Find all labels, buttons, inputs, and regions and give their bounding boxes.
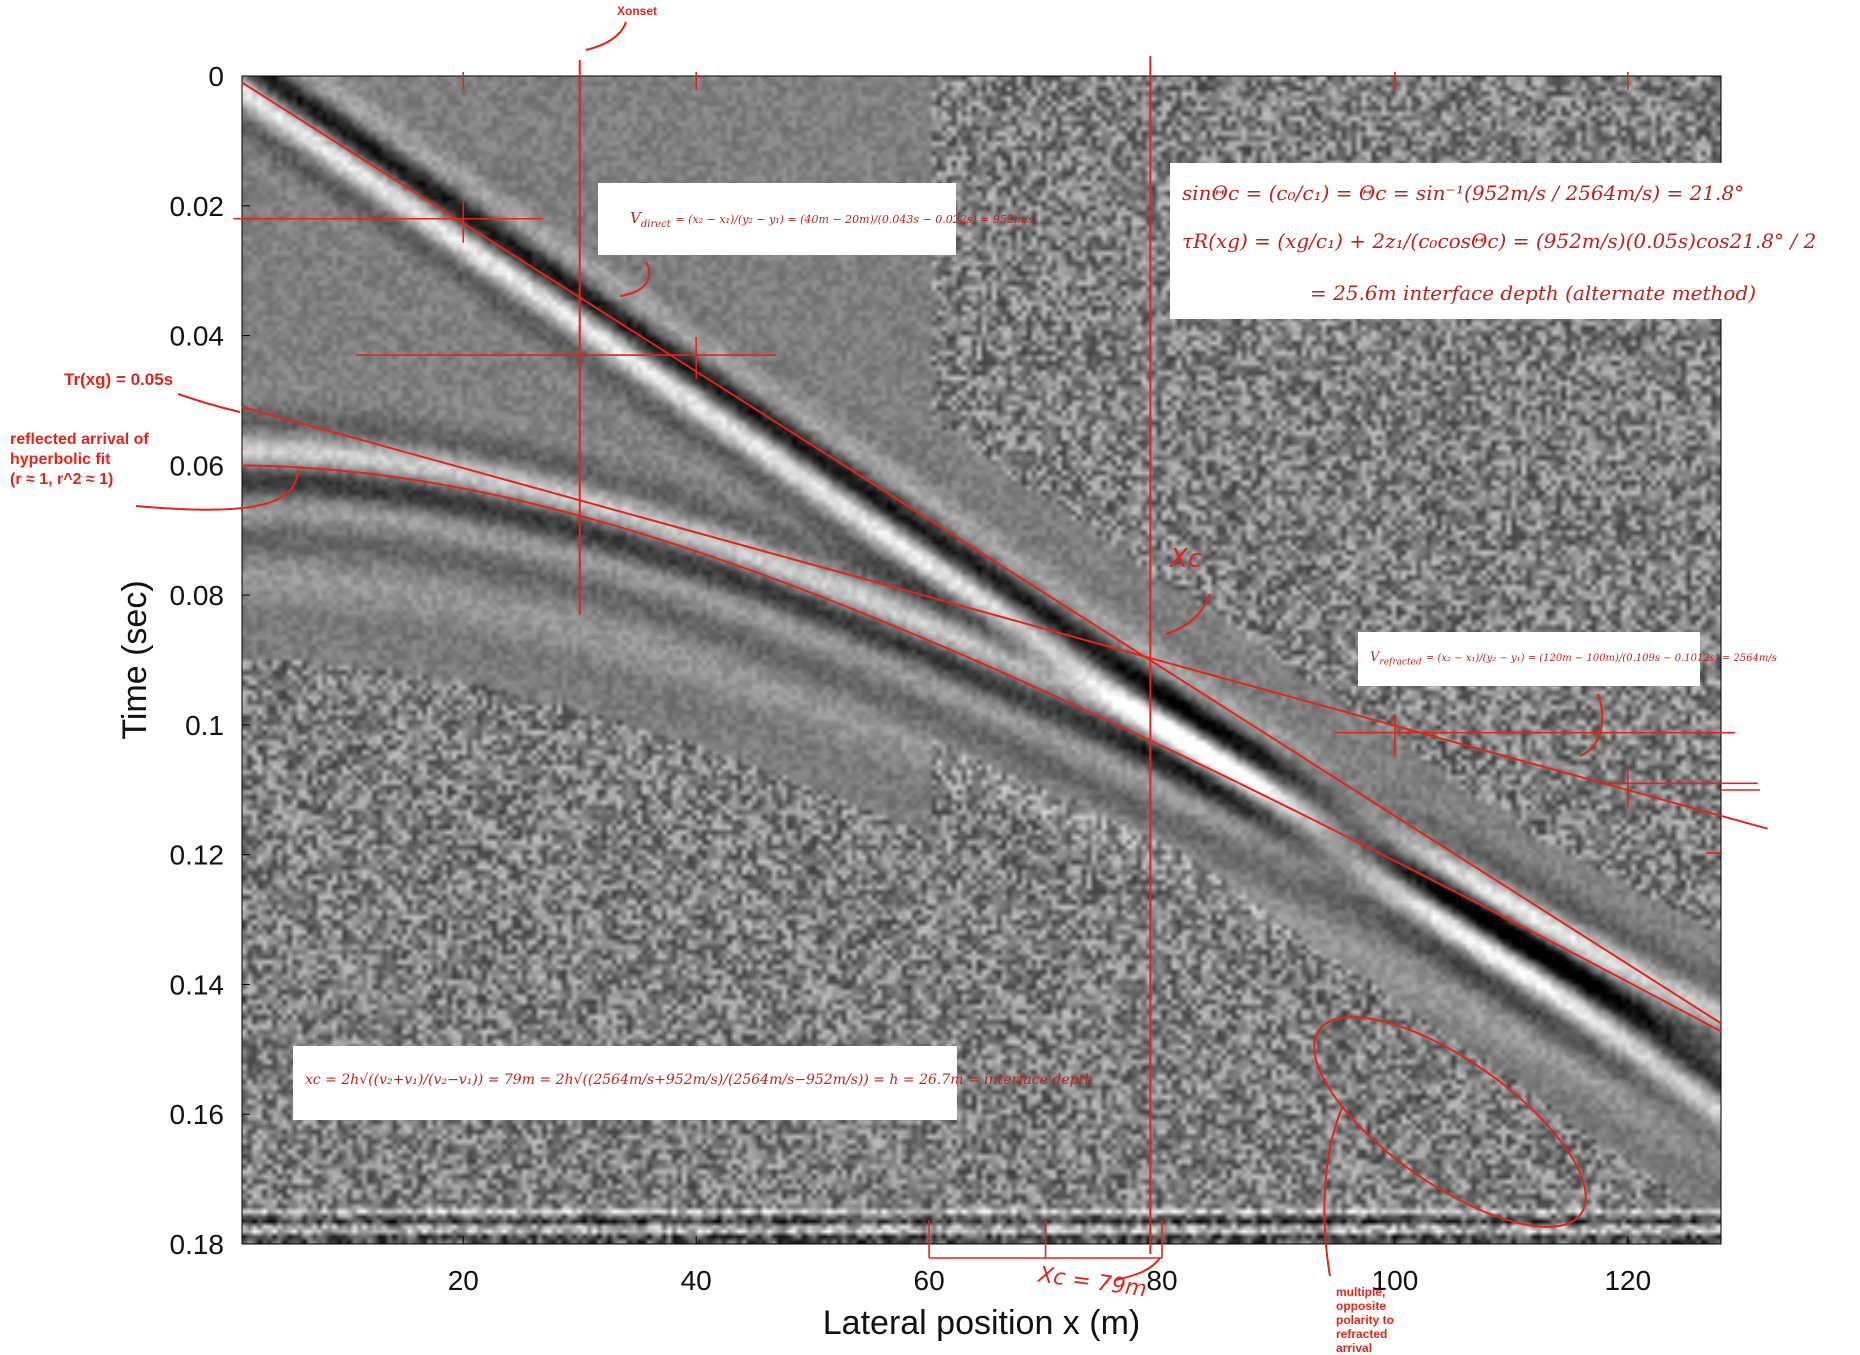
direct-label: V [630,209,641,227]
direct-equation: = (x₂ − x₁)/(y₂ − y₁) = (40m − 20m)/(0.0… [675,213,1034,226]
refracted-sub: refracted [1379,657,1422,668]
reflected-arrival-note: reflected arrival of hyperbolic fit (r ≈ 1… [10,430,149,490]
y-tick-label-1: 0.02 [170,191,225,222]
refracted-label: V [1370,650,1380,665]
xc-arrow [1165,593,1211,635]
multiple-note-line-1: opposite [1336,1299,1386,1313]
y-tick-label-5: 0.1 [185,710,224,741]
tau-equation: τR(xg) = (xg/c₁) + 2z₁/(c₀cosΘc) = (952m… [1182,229,1817,253]
multiple-note-line-4: arrival [1336,1341,1373,1355]
multiple-note-line-0: multiple, [1336,1285,1386,1299]
x-tick-label-120: 120 [1604,1265,1651,1296]
refracted-fit-line [241,405,1768,830]
xonset-note: Xonset [617,4,658,18]
multiple-note: multiple, opposite polarity to refracted arr… [1336,1285,1394,1355]
crossover-equation: xc = 2h√((v₂+v₁)/(v₂−v₁)) = 79m = 2h√((2… [305,1072,1094,1088]
tau-result: = 25.6m interface depth (alternate metho… [1310,281,1757,305]
y-tick-label-7: 0.14 [170,969,225,1000]
x-tick-label-60: 60 [914,1265,945,1296]
snell-equation: sinΘc = (c₀/c₁) = Θc = sin⁻¹(952m/s / 25… [1182,181,1745,205]
multiple-note-line-3: refracted [1336,1327,1388,1341]
x-tick-label-80: 80 [1146,1265,1177,1296]
tr-arrow [177,393,241,413]
x-tick-label-40: 40 [681,1265,712,1296]
x-tick-label-100: 100 [1372,1265,1419,1296]
multiple-note-line-2: polarity to [1336,1313,1395,1327]
y-axis-label: Time (sec) [116,580,154,739]
direct-arrow [619,261,651,297]
reflected-fit-curve [241,464,1722,1033]
reflected-note-line-0: reflected arrival of [10,431,149,448]
y-tick-label-8: 0.16 [170,1099,225,1130]
snell-box: sinΘc = (c₀/c₁) = Θc = sin⁻¹(952m/s / 25… [1170,163,1816,319]
annotation-lines [135,21,1768,1281]
x-axis-label: Lateral position x (m) [823,1304,1140,1342]
reflected-arrow [135,469,299,511]
reflected-note-line-1: hyperbolic fit [10,451,111,468]
plot-frame [241,75,1722,1245]
crossover-equation-box: xc = 2h√((v₂+v₁)/(v₂−v₁)) = 79m = 2h√((2… [293,1046,1093,1120]
refracted-velocity-box: Vrefracted = (x₂ − x₁)/(y₂ − y₁) = (120m… [1358,632,1777,686]
xc-handwritten-mark: Xc [1170,544,1203,574]
tr-note: Tr(xg) = 0.05s [64,370,174,389]
xonset-arrow [585,21,627,51]
direct-sub: direct [640,219,671,230]
multiple-ellipse [1313,1016,1587,1228]
refracted-arrow [1579,693,1604,757]
y-tick-label-6: 0.12 [170,840,225,871]
xc-value-arrow [1115,1257,1161,1281]
y-tick-label-0: 0 [208,61,224,92]
direct-fit-line [241,81,1722,1025]
y-tick-label-4: 0.08 [170,580,225,611]
y-tick-label-9: 0.18 [170,1229,225,1260]
refracted-equation: = (x₂ − x₁)/(y₂ − y₁) = (120m − 100m)/(0… [1425,653,1777,664]
reflected-note-line-2: (r ≈ 1, r^2 ≈ 1) [10,471,114,488]
x-tick-label-20: 20 [448,1265,479,1296]
y-tick-label-2: 0.04 [170,321,225,352]
axis-text: 20 40 60 80 100 120 0 0.02 0.04 0.06 0.08 0.1 0.12 0.… [116,61,1651,1342]
y-tick-label-3: 0.06 [170,450,225,481]
direct-velocity-box: Vdirect = (x₂ − x₁)/(y₂ − y₁) = (40m − 2… [598,183,1034,255]
multiple-arrow [1323,1107,1343,1277]
